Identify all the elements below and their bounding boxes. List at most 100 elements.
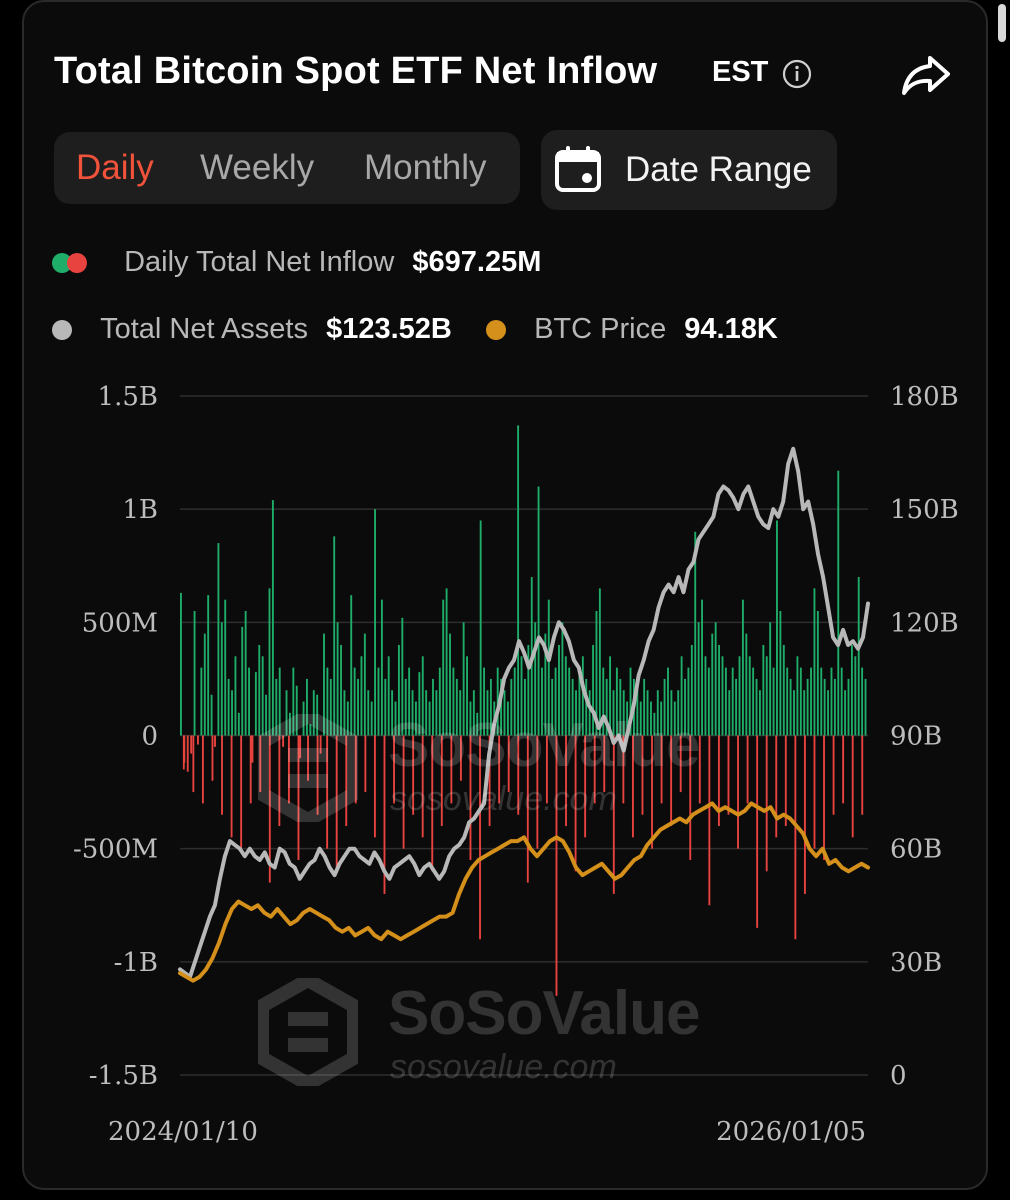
- inflow-bar: [210, 694, 213, 736]
- inflow-bar: [612, 735, 615, 894]
- assets-dot-icon: [52, 320, 72, 341]
- inflow-bar: [728, 690, 731, 736]
- y-right-tick-label: 150B: [890, 495, 959, 525]
- inflow-bar: [585, 678, 588, 736]
- inflow-bar: [851, 735, 854, 838]
- inflow-bar: [278, 735, 281, 827]
- tab-daily[interactable]: Daily: [76, 148, 154, 187]
- inflow-bar: [735, 678, 738, 736]
- inflow-bar: [724, 667, 727, 736]
- inflow-bar: [506, 701, 509, 736]
- inflow-bar: [670, 690, 673, 736]
- inflow-bar: [602, 667, 605, 736]
- inflow-bar: [756, 735, 759, 928]
- inflow-bar: [374, 509, 377, 736]
- inflow-bar: [435, 690, 438, 736]
- tab-weekly[interactable]: Weekly: [200, 148, 315, 187]
- legend-assets[interactable]: Total Net Assets $123.52B: [52, 313, 452, 346]
- inflow-bar: [404, 678, 407, 736]
- legend-price-value: 94.18K: [684, 313, 778, 345]
- inflow-bar: [200, 667, 203, 736]
- inflow-bar: [837, 470, 840, 736]
- inflow-bar: [203, 633, 206, 736]
- inflow-bar: [534, 622, 537, 736]
- info-icon[interactable]: [782, 59, 812, 89]
- inflow-bar: [297, 735, 300, 860]
- inflow-bar: [639, 701, 642, 736]
- share-icon[interactable]: [900, 52, 952, 98]
- inflow-bar: [653, 712, 656, 736]
- inflow-bar: [748, 656, 751, 736]
- inflow-bar: [517, 425, 520, 736]
- y-left-tick-label: -1B: [114, 948, 158, 978]
- inflow-bar: [432, 678, 434, 736]
- inflow-bar: [641, 735, 644, 815]
- net-assets-line: [178, 446, 870, 979]
- inflow-bar: [813, 588, 816, 736]
- inflow-bar: [631, 735, 634, 838]
- price-dot-icon: [486, 320, 506, 341]
- calendar-icon: [555, 146, 601, 192]
- inflow-bar: [650, 701, 652, 736]
- inflow-bar: [241, 626, 244, 736]
- legend-inflow[interactable]: Daily Total Net Inflow $697.25M: [52, 246, 541, 279]
- inflow-bar: [299, 735, 302, 759]
- inflow-bar: [830, 667, 833, 736]
- inflow-bar: [667, 667, 669, 736]
- inflow-bar: [333, 536, 336, 736]
- inflow-bar: [357, 678, 359, 736]
- inflow-bar: [564, 656, 567, 736]
- inflow-bar: [789, 678, 792, 736]
- inflow-bar: [220, 622, 223, 736]
- date-range-button[interactable]: Date Range: [541, 130, 837, 210]
- inflow-bar: [689, 735, 692, 860]
- inflow-bar: [259, 735, 262, 793]
- inflow-bar: [677, 690, 680, 736]
- inflow-bar: [234, 656, 237, 736]
- inflow-bar: [438, 667, 441, 736]
- inflow-bar: [469, 701, 472, 736]
- inflow-bar: [714, 622, 717, 736]
- inflow-bar: [307, 735, 309, 781]
- inflow-bar: [462, 622, 465, 736]
- legend-price[interactable]: BTC Price 94.18K: [486, 313, 778, 346]
- y-left-tick-label: 1.5B: [98, 382, 158, 412]
- interval-tabs: Daily Weekly Monthly: [54, 132, 520, 204]
- timezone-label[interactable]: EST: [712, 56, 769, 88]
- inflow-bar: [373, 735, 376, 838]
- inflow-dots-icon: [52, 252, 90, 274]
- inflow-bar: [476, 712, 479, 736]
- inflow-bar: [741, 599, 744, 736]
- scrollbar[interactable]: [998, 4, 1006, 42]
- inflow-bar: [679, 735, 682, 793]
- inflow-bar: [387, 656, 390, 736]
- inflow-bar: [697, 622, 700, 736]
- inflow-bar: [268, 735, 271, 883]
- inflow-bar: [360, 656, 363, 736]
- inflow-bar: [288, 712, 291, 736]
- inflow-bar: [592, 644, 594, 736]
- inflow-bar: [827, 690, 830, 736]
- inflow-bar: [524, 678, 526, 736]
- inflow-bar: [551, 678, 554, 736]
- inflow-bar: [346, 701, 349, 736]
- inflow-bar: [336, 622, 339, 736]
- inflow-bar: [660, 735, 663, 804]
- inflow-bar: [820, 667, 823, 736]
- inflow-bar: [287, 735, 290, 804]
- inflow-bar: [393, 735, 395, 804]
- inflow-bar: [513, 667, 516, 736]
- inflow-bar: [558, 644, 560, 736]
- inflow-bar: [421, 656, 424, 736]
- inflow-bar: [428, 701, 431, 736]
- inflow-bar: [823, 735, 825, 860]
- inflow-bar: [268, 588, 271, 736]
- inflow-bar: [707, 667, 710, 736]
- inflow-bar: [340, 644, 342, 736]
- inflow-bar: [571, 678, 574, 736]
- inflow-bar: [568, 667, 571, 736]
- inflow-bar: [588, 690, 591, 736]
- tab-monthly[interactable]: Monthly: [364, 148, 487, 187]
- inflow-bar: [285, 690, 288, 736]
